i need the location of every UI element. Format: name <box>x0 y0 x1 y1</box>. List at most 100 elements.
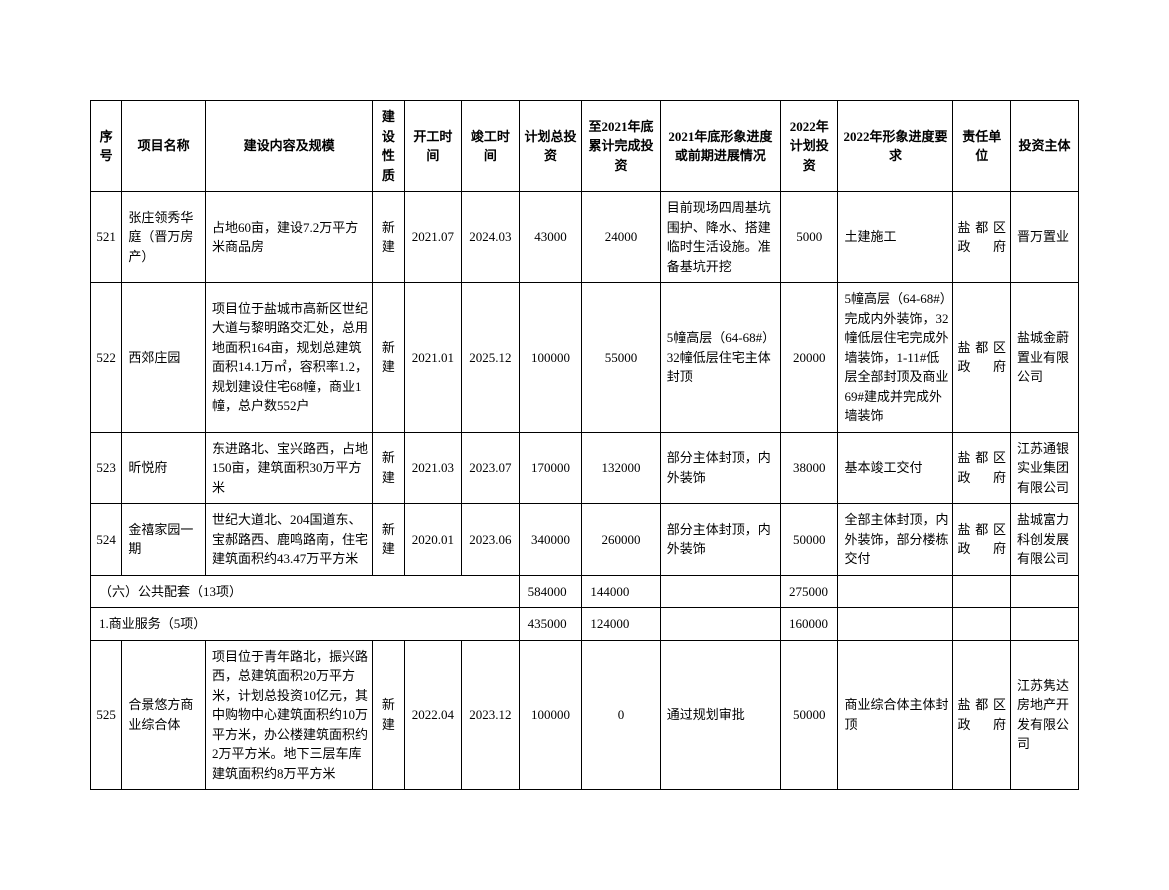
cell-nature: 新建 <box>373 283 404 433</box>
cell-nature: 新建 <box>373 504 404 576</box>
cell-start: 2021.01 <box>404 283 462 433</box>
cell: 124000 <box>582 608 660 641</box>
cell-plan_inv: 100000 <box>519 283 582 433</box>
cell-cum_2021: 0 <box>582 640 660 790</box>
cell-content: 世纪大道北、204国道东、宝郝路西、鹿鸣路南，住宅建筑面积约43.47万平方米 <box>205 504 372 576</box>
cell: （六）公共配套（13项） <box>91 575 520 608</box>
cell-end: 2023.07 <box>462 432 520 504</box>
col-cum_2021: 至2021年底累计完成投资 <box>582 101 660 192</box>
cell-start: 2022.04 <box>404 640 462 790</box>
cell-prog_2021: 目前现场四周基坑围护、降水、搭建临时生活设施。准备基坑开挖 <box>660 192 780 283</box>
cell-investor: 盐城金蔚置业有限公司 <box>1010 283 1078 433</box>
cell-nature: 新建 <box>373 640 404 790</box>
cell-name: 金禧家园一期 <box>122 504 206 576</box>
cell-plan_inv: 170000 <box>519 432 582 504</box>
cell-prog_2021: 部分主体封顶，内外装饰 <box>660 504 780 576</box>
cell-investor: 江苏通银实业集团有限公司 <box>1010 432 1078 504</box>
cell-resp: 盐都区政府 <box>953 283 1011 433</box>
projects-table: 序号项目名称建设内容及规模建设性质开工时间竣工时间计划总投资至2021年底累计完… <box>90 100 1079 790</box>
cell: 144000 <box>582 575 660 608</box>
cell-prog_2021: 5幢高层（64-68#）32幢低层住宅主体封顶 <box>660 283 780 433</box>
col-start: 开工时间 <box>404 101 462 192</box>
cell-investor: 江苏隽达房地产开发有限公司 <box>1010 640 1078 790</box>
cell-resp: 盐都区政府 <box>953 504 1011 576</box>
cell-inv_2022: 50000 <box>780 640 838 790</box>
cell <box>1010 608 1078 641</box>
cell-seq: 521 <box>91 192 122 283</box>
cell-cum_2021: 24000 <box>582 192 660 283</box>
cell-name: 合景悠方商业综合体 <box>122 640 206 790</box>
table-row: 524金禧家园一期世纪大道北、204国道东、宝郝路西、鹿鸣路南，住宅建筑面积约4… <box>91 504 1079 576</box>
col-investor: 投资主体 <box>1010 101 1078 192</box>
cell-resp: 盐都区政府 <box>953 432 1011 504</box>
cell-nature: 新建 <box>373 192 404 283</box>
cell-resp: 盐都区政府 <box>953 192 1011 283</box>
cell-plan_inv: 43000 <box>519 192 582 283</box>
cell-end: 2023.06 <box>462 504 520 576</box>
col-plan_inv: 计划总投资 <box>519 101 582 192</box>
col-resp: 责任单位 <box>953 101 1011 192</box>
cell <box>660 575 780 608</box>
cell <box>660 608 780 641</box>
cell <box>838 575 953 608</box>
cell-start: 2021.07 <box>404 192 462 283</box>
cell-end: 2024.03 <box>462 192 520 283</box>
cell: 584000 <box>519 575 582 608</box>
cell-seq: 524 <box>91 504 122 576</box>
cell <box>1010 575 1078 608</box>
cell-prog_2021: 通过规划审批 <box>660 640 780 790</box>
cell-content: 项目位于盐城市高新区世纪大道与黎明路交汇处，总用地面积164亩，规划总建筑面积1… <box>205 283 372 433</box>
table-body: 521张庄领秀华庭（晋万房产）占地60亩，建设7.2万平方米商品房新建2021.… <box>91 192 1079 790</box>
cell-start: 2021.03 <box>404 432 462 504</box>
cell-inv_2022: 20000 <box>780 283 838 433</box>
cell-req_2022: 基本竣工交付 <box>838 432 953 504</box>
cell-nature: 新建 <box>373 432 404 504</box>
cell-plan_inv: 100000 <box>519 640 582 790</box>
section-row: （六）公共配套（13项）584000144000 275000 <box>91 575 1079 608</box>
cell-content: 项目位于青年路北，振兴路西，总建筑面积20万平方米，计划总投资10亿元，其中购物… <box>205 640 372 790</box>
cell-req_2022: 5幢高层（64-68#）完成内外装饰，32幢低层住宅完成外墙装饰，1-11#低层… <box>838 283 953 433</box>
col-req_2022: 2022年形象进度要求 <box>838 101 953 192</box>
cell-plan_inv: 340000 <box>519 504 582 576</box>
cell-prog_2021: 部分主体封顶，内外装饰 <box>660 432 780 504</box>
col-content: 建设内容及规模 <box>205 101 372 192</box>
cell-inv_2022: 50000 <box>780 504 838 576</box>
cell-cum_2021: 260000 <box>582 504 660 576</box>
cell-start: 2020.01 <box>404 504 462 576</box>
cell: 1.商业服务（5项） <box>91 608 520 641</box>
table-row: 522西郊庄园项目位于盐城市高新区世纪大道与黎明路交汇处，总用地面积164亩，规… <box>91 283 1079 433</box>
table-row: 525合景悠方商业综合体项目位于青年路北，振兴路西，总建筑面积20万平方米，计划… <box>91 640 1079 790</box>
cell: 435000 <box>519 608 582 641</box>
cell-name: 西郊庄园 <box>122 283 206 433</box>
cell-name: 昕悦府 <box>122 432 206 504</box>
cell-content: 占地60亩，建设7.2万平方米商品房 <box>205 192 372 283</box>
cell-name: 张庄领秀华庭（晋万房产） <box>122 192 206 283</box>
table-header: 序号项目名称建设内容及规模建设性质开工时间竣工时间计划总投资至2021年底累计完… <box>91 101 1079 192</box>
cell-seq: 525 <box>91 640 122 790</box>
cell: 275000 <box>780 575 838 608</box>
cell-end: 2023.12 <box>462 640 520 790</box>
cell-cum_2021: 55000 <box>582 283 660 433</box>
cell-investor: 晋万置业 <box>1010 192 1078 283</box>
cell-req_2022: 全部主体封顶，内外装饰，部分楼栋交付 <box>838 504 953 576</box>
cell-content: 东进路北、宝兴路西，占地150亩，建筑面积30万平方米 <box>205 432 372 504</box>
cell <box>953 575 1011 608</box>
col-nature: 建设性质 <box>373 101 404 192</box>
cell-end: 2025.12 <box>462 283 520 433</box>
col-inv_2022: 2022年计划投资 <box>780 101 838 192</box>
cell <box>953 608 1011 641</box>
cell-inv_2022: 5000 <box>780 192 838 283</box>
table-row: 521张庄领秀华庭（晋万房产）占地60亩，建设7.2万平方米商品房新建2021.… <box>91 192 1079 283</box>
col-prog_2021: 2021年底形象进度或前期进展情况 <box>660 101 780 192</box>
cell: 160000 <box>780 608 838 641</box>
cell-resp: 盐都区政府 <box>953 640 1011 790</box>
cell-seq: 522 <box>91 283 122 433</box>
col-seq: 序号 <box>91 101 122 192</box>
col-name: 项目名称 <box>122 101 206 192</box>
cell-cum_2021: 132000 <box>582 432 660 504</box>
cell <box>838 608 953 641</box>
cell-investor: 盐城富力科创发展有限公司 <box>1010 504 1078 576</box>
table-row: 523昕悦府东进路北、宝兴路西，占地150亩，建筑面积30万平方米新建2021.… <box>91 432 1079 504</box>
cell-inv_2022: 38000 <box>780 432 838 504</box>
section-row: 1.商业服务（5项）435000124000 160000 <box>91 608 1079 641</box>
